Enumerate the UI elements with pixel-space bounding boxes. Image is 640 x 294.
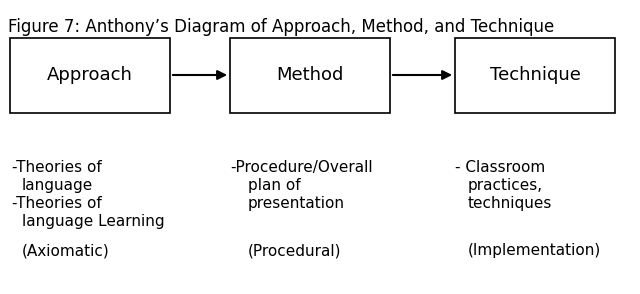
Text: language: language	[22, 178, 93, 193]
Text: Method: Method	[276, 66, 344, 84]
Text: plan of: plan of	[248, 178, 301, 193]
Text: -Procedure/Overall: -Procedure/Overall	[230, 160, 372, 175]
Text: practices,: practices,	[468, 178, 543, 193]
Text: (Implementation): (Implementation)	[468, 243, 601, 258]
Text: Figure 7: Anthony’s Diagram of Approach, Method, and Technique: Figure 7: Anthony’s Diagram of Approach,…	[8, 18, 554, 36]
Text: presentation: presentation	[248, 196, 345, 211]
Text: -Theories of: -Theories of	[12, 196, 102, 211]
Bar	[10, 38, 170, 113]
Bar	[230, 38, 390, 113]
Text: - Classroom: - Classroom	[455, 160, 545, 175]
Text: (Axiomatic): (Axiomatic)	[22, 243, 109, 258]
Text: Approach: Approach	[47, 66, 133, 84]
Bar	[455, 38, 615, 113]
Text: -Theories of: -Theories of	[12, 160, 102, 175]
Text: language Learning: language Learning	[22, 214, 164, 229]
Text: techniques: techniques	[468, 196, 552, 211]
Text: (Procedural): (Procedural)	[248, 243, 342, 258]
Text: Technique: Technique	[490, 66, 580, 84]
